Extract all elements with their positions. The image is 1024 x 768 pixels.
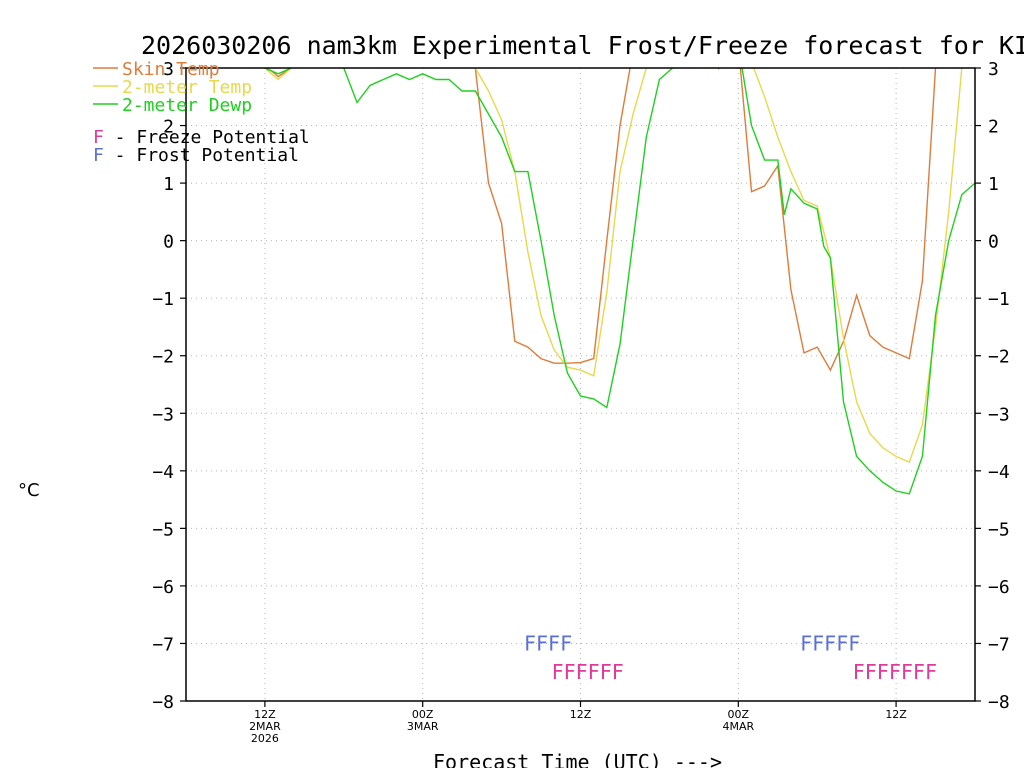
x-tick-label: 2026: [251, 732, 279, 745]
y-tick-label-right: −1: [988, 289, 1010, 310]
y-tick-label-right: −5: [988, 519, 1010, 540]
legend-skin-label: Skin Temp: [122, 59, 220, 80]
y-tick-label-left: −5: [152, 519, 174, 540]
y-tick-label-right: −3: [988, 404, 1010, 425]
chart-title: 2026030206 nam3km Experimental Frost/Fre…: [141, 31, 1024, 60]
frost-marker: FFFF: [524, 631, 572, 655]
y-tick-label-right: 3: [988, 59, 999, 80]
y-tick-label-right: −7: [988, 634, 1010, 655]
legend-freeze: F - Freeze Potential: [93, 127, 310, 148]
x-axis-label: Forecast Time (UTC) --->: [433, 750, 722, 768]
series-line-dewp: [264, 68, 975, 495]
x-tick-label: 4MAR: [722, 720, 754, 733]
y-tick-label-right: −6: [988, 577, 1010, 598]
y-tick-label-right: 2: [988, 117, 999, 138]
y-tick-label-left: 1: [163, 174, 174, 195]
x-tick-label: 12Z: [570, 708, 592, 721]
y-tick-label-right: −8: [988, 692, 1010, 713]
freeze-marker: FFFFFFF: [853, 660, 937, 684]
plot-lines: [264, 68, 975, 495]
y-tick-label-left: −7: [152, 634, 174, 655]
frost-marker: FFFFF: [800, 631, 860, 655]
y-tick-label-left: −6: [152, 577, 174, 598]
y-tick-label-left: −2: [152, 347, 174, 368]
y-tick-label-left: 2: [163, 117, 174, 138]
x-tick-label: 00Z: [728, 708, 750, 721]
legend-frost-glyph: F: [93, 145, 104, 166]
legend: Skin Temp 2-meter Temp 2-meter Dewp F - …: [93, 59, 310, 166]
y-tick-label-right: 0: [988, 232, 999, 253]
y-tick-label-left: −8: [152, 692, 174, 713]
y-axis-label: °C: [18, 480, 40, 501]
legend-freeze-label: - Freeze Potential: [104, 127, 310, 148]
y-tick-label-left: −4: [152, 462, 174, 483]
x-tick-label: 00Z: [412, 708, 434, 721]
legend-freeze-glyph: F: [93, 127, 104, 148]
y-tick-label-left: 3: [163, 59, 174, 80]
x-tick-label: 2MAR: [249, 720, 281, 733]
y-axis-left: 3 2 1 0 −1 −2 −3 −4 −5 −6 −7 −8: [152, 59, 186, 713]
y-axis-right: 3 2 1 0 −1 −2 −3 −4 −5 −6 −7 −8: [975, 59, 1010, 713]
y-tick-label-right: −2: [988, 347, 1010, 368]
y-tick-label-left: 0: [163, 232, 174, 253]
plot-frame: [185, 67, 976, 702]
y-tick-label-right: 1: [988, 174, 999, 195]
legend-frost: F - Frost Potential: [93, 145, 299, 166]
series-line-t2m: [264, 68, 963, 464]
y-tick-label-left: −3: [152, 404, 174, 425]
y-tick-label-right: −4: [988, 462, 1010, 483]
freeze-marker: FFFFFF: [552, 660, 624, 684]
series-line-skin: [264, 68, 937, 372]
x-tick-label: 12Z: [254, 708, 276, 721]
legend-dewp-label: 2-meter Dewp: [122, 95, 252, 116]
y-tick-label-left: −1: [152, 289, 174, 310]
x-tick-label: 3MAR: [407, 720, 439, 733]
grid: [186, 68, 975, 701]
x-tick-label: 12Z: [885, 708, 907, 721]
legend-t2m-label: 2-meter Temp: [122, 77, 252, 98]
legend-frost-label: - Frost Potential: [104, 145, 299, 166]
